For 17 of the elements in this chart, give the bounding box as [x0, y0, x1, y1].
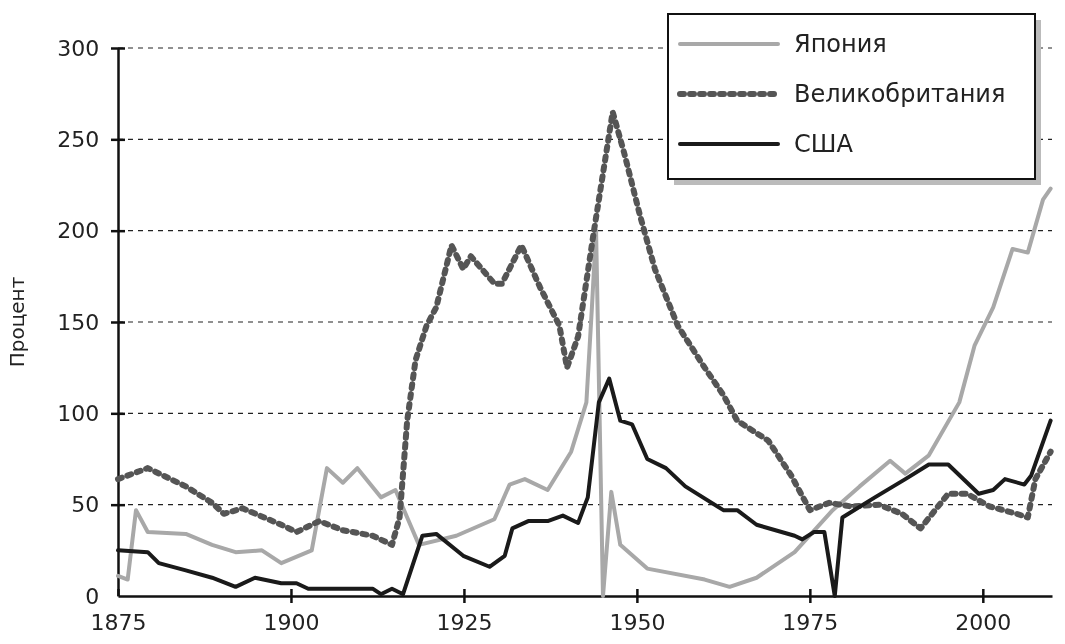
- y-tick-label: 0: [85, 583, 100, 609]
- y-tick-label: 300: [57, 35, 100, 61]
- legend-label: Великобритания: [794, 80, 1006, 108]
- x-tick-label: 1875: [90, 610, 147, 636]
- legend-label: Япония: [794, 30, 887, 58]
- x-tick-label: 1950: [609, 610, 666, 636]
- y-tick-label: 200: [57, 218, 100, 244]
- x-tick-label: 1975: [782, 610, 839, 636]
- y-tick-label: 250: [57, 126, 100, 152]
- x-tick-label: 2000: [955, 610, 1012, 636]
- y-tick-label: 150: [57, 309, 100, 335]
- y-tick-label: 100: [57, 400, 100, 426]
- y-axis-title: Процент: [5, 276, 29, 368]
- x-tick-label: 1900: [263, 610, 320, 636]
- legend-label: США: [794, 130, 854, 158]
- y-tick-label: 50: [71, 492, 100, 518]
- x-tick-label: 1925: [436, 610, 493, 636]
